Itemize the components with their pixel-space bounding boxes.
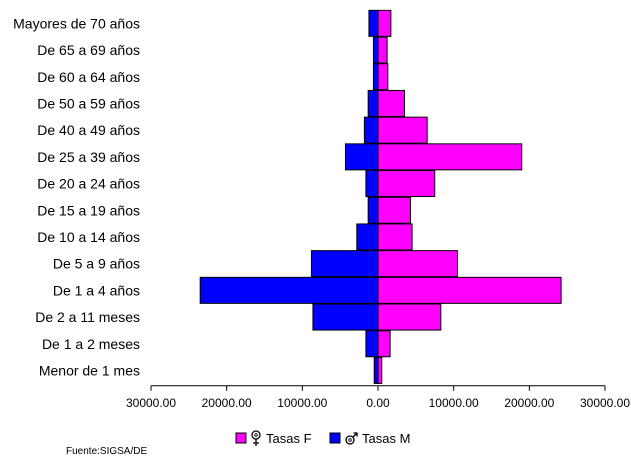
legend-label-female: Tasas F bbox=[266, 431, 312, 446]
bars bbox=[199, 9, 562, 384]
female-symbol-icon bbox=[251, 430, 261, 446]
bar-male bbox=[372, 63, 379, 91]
bar-male bbox=[344, 143, 379, 171]
x-axis bbox=[150, 385, 606, 391]
x-tick-label: 10000.00 bbox=[277, 396, 327, 410]
bar-male bbox=[367, 89, 379, 117]
x-tick-label: 30000.00 bbox=[580, 396, 630, 410]
bar-female bbox=[377, 330, 391, 358]
source-note: Fuente:SIGSA/DE bbox=[66, 446, 147, 457]
category-label: Mayores de 70 años bbox=[13, 15, 140, 31]
bar-female bbox=[377, 143, 523, 171]
bar-male bbox=[312, 303, 379, 331]
bar-female bbox=[377, 276, 562, 304]
category-label: De 40 a 49 años bbox=[37, 122, 140, 138]
bar-female bbox=[377, 89, 405, 117]
x-tick-label: 30000.00 bbox=[126, 396, 176, 410]
legend-swatch-female bbox=[235, 432, 247, 444]
legend-label-male: Tasas M bbox=[362, 431, 410, 446]
bar-female bbox=[377, 36, 388, 64]
bar-male bbox=[356, 223, 379, 251]
bar-male bbox=[310, 250, 379, 278]
bar-male bbox=[373, 356, 379, 384]
category-label: De 60 a 64 años bbox=[37, 69, 140, 85]
category-label: De 50 a 59 años bbox=[37, 95, 140, 111]
legend: Tasas F Tasas M bbox=[235, 430, 410, 446]
x-tick-label: 0.00 bbox=[366, 396, 390, 410]
bar-male bbox=[368, 9, 379, 37]
category-label: De 15 a 19 años bbox=[37, 202, 140, 218]
bar-female bbox=[377, 196, 412, 224]
category-label: De 25 a 39 años bbox=[37, 149, 140, 165]
category-label: De 10 a 14 años bbox=[37, 229, 140, 245]
bar-female bbox=[377, 9, 392, 37]
category-label: De 20 a 24 años bbox=[37, 176, 140, 192]
bar-female bbox=[377, 250, 458, 278]
category-label: De 1 a 2 meses bbox=[42, 336, 140, 352]
x-tick-labels: 30000.00 20000.00 10000.00 0.00 10000.00 2000… bbox=[126, 396, 630, 410]
bar-male bbox=[372, 36, 379, 64]
male-symbol-icon bbox=[345, 432, 358, 445]
bar-male bbox=[199, 276, 379, 304]
bar-female bbox=[377, 356, 383, 384]
category-label: De 65 a 69 años bbox=[37, 42, 140, 58]
x-tick-label: 20000.00 bbox=[504, 396, 554, 410]
bar-male bbox=[365, 170, 379, 198]
bar-female bbox=[377, 63, 389, 91]
bar-female bbox=[377, 116, 428, 144]
x-tick-label: 20000.00 bbox=[202, 396, 252, 410]
category-label: De 1 a 4 años bbox=[53, 282, 140, 298]
bar-female bbox=[377, 303, 442, 331]
category-labels: Mayores de 70 años De 65 a 69 años De 60 a… bbox=[13, 15, 140, 378]
category-label: Menor de 1 mes bbox=[39, 362, 140, 378]
bar-female bbox=[377, 170, 436, 198]
bar-male bbox=[363, 116, 379, 144]
x-tick-label: 10000.00 bbox=[429, 396, 479, 410]
legend-swatch-male bbox=[329, 432, 341, 444]
bar-male bbox=[367, 196, 379, 224]
bar-male bbox=[365, 330, 379, 358]
category-label: De 5 a 9 años bbox=[53, 256, 140, 272]
bar-female bbox=[377, 223, 413, 251]
category-label: De 2 a 11 meses bbox=[35, 309, 140, 325]
